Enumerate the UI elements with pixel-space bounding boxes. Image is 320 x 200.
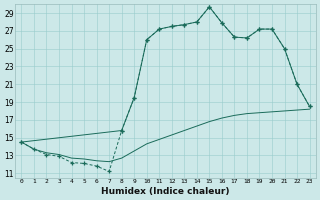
X-axis label: Humidex (Indice chaleur): Humidex (Indice chaleur) — [101, 187, 230, 196]
